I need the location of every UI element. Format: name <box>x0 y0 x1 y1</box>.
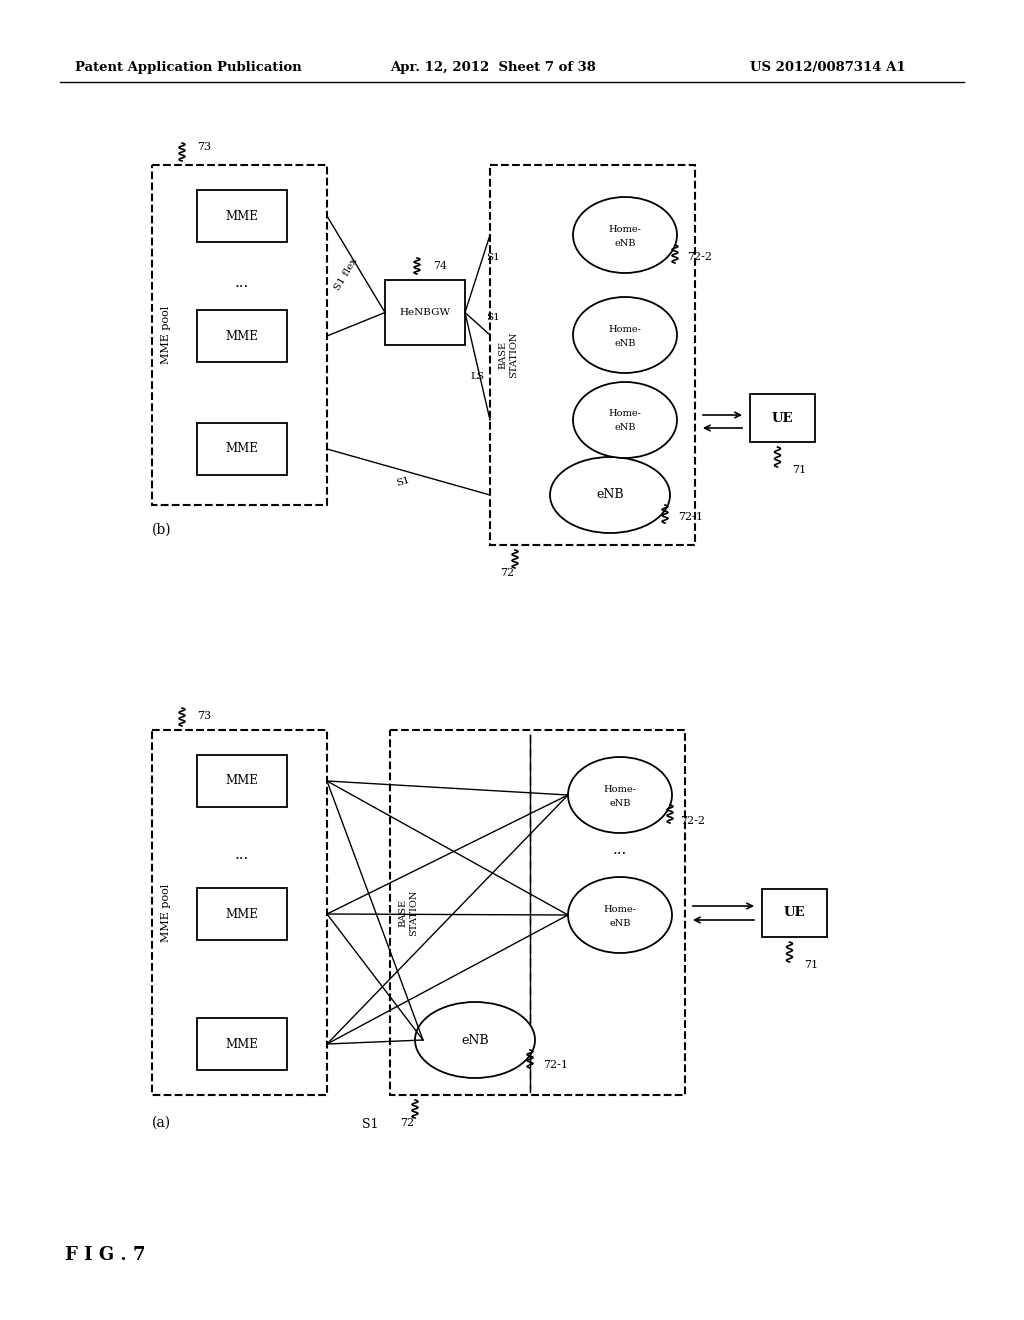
Text: S1: S1 <box>395 475 412 488</box>
Text: 71: 71 <box>805 960 818 970</box>
Text: eNB: eNB <box>614 424 636 433</box>
Bar <box>762 888 827 937</box>
Text: ...: ... <box>234 847 249 862</box>
Text: ...: ... <box>613 843 627 857</box>
Text: S1: S1 <box>486 253 500 261</box>
Text: MME: MME <box>225 1038 258 1051</box>
Bar <box>197 755 287 807</box>
Text: Apr. 12, 2012  Sheet 7 of 38: Apr. 12, 2012 Sheet 7 of 38 <box>390 62 596 74</box>
Text: S1: S1 <box>486 313 500 322</box>
Text: eNB: eNB <box>609 799 631 808</box>
Text: Home-: Home- <box>608 325 641 334</box>
Bar <box>197 422 287 475</box>
Text: LS: LS <box>470 372 484 380</box>
Text: MME: MME <box>225 775 258 788</box>
Text: eNB: eNB <box>609 919 631 928</box>
Bar <box>197 1018 287 1071</box>
Text: MME pool: MME pool <box>161 306 171 364</box>
Ellipse shape <box>573 381 677 458</box>
Bar <box>197 310 287 362</box>
Text: eNB: eNB <box>596 488 624 502</box>
Text: Home-: Home- <box>608 409 641 418</box>
Bar <box>152 730 327 1096</box>
Text: BASE
STATION: BASE STATION <box>398 890 418 936</box>
Text: 72-1: 72-1 <box>543 1060 568 1071</box>
Ellipse shape <box>568 876 672 953</box>
Ellipse shape <box>573 197 677 273</box>
Bar <box>197 190 287 242</box>
Ellipse shape <box>568 756 672 833</box>
Text: 71: 71 <box>793 465 807 475</box>
Text: HeNBGW: HeNBGW <box>399 308 451 317</box>
Text: eNB: eNB <box>461 1034 488 1047</box>
Bar <box>490 165 695 545</box>
Text: MME: MME <box>225 210 258 223</box>
Text: 72: 72 <box>500 568 514 578</box>
Ellipse shape <box>573 297 677 374</box>
Ellipse shape <box>415 1002 535 1078</box>
Bar <box>390 730 685 1096</box>
Bar <box>197 888 287 940</box>
Text: 74: 74 <box>433 261 447 271</box>
Bar <box>750 393 815 442</box>
Text: Home-: Home- <box>608 224 641 234</box>
Text: BASE
STATION: BASE STATION <box>499 331 518 379</box>
Text: ...: ... <box>234 276 249 290</box>
Ellipse shape <box>550 457 670 533</box>
Text: S1 flex: S1 flex <box>333 256 359 292</box>
Text: 72: 72 <box>400 1118 414 1129</box>
Text: 72-2: 72-2 <box>680 816 705 826</box>
Text: 72-2: 72-2 <box>687 252 712 261</box>
Text: F I G . 7: F I G . 7 <box>65 1246 145 1265</box>
Text: US 2012/0087314 A1: US 2012/0087314 A1 <box>750 62 905 74</box>
Text: eNB: eNB <box>614 239 636 248</box>
Text: (a): (a) <box>152 1115 171 1130</box>
Text: eNB: eNB <box>614 338 636 347</box>
Text: Home-: Home- <box>603 784 637 793</box>
Bar <box>152 165 327 506</box>
Text: MME: MME <box>225 442 258 455</box>
Text: (b): (b) <box>152 523 172 537</box>
Bar <box>385 280 465 345</box>
Text: MME: MME <box>225 330 258 342</box>
Text: Home-: Home- <box>603 904 637 913</box>
Text: MME pool: MME pool <box>161 883 171 941</box>
Text: UE: UE <box>783 907 805 920</box>
Text: S1: S1 <box>361 1118 378 1131</box>
Text: 73: 73 <box>197 143 211 152</box>
Text: Patent Application Publication: Patent Application Publication <box>75 62 302 74</box>
Text: 73: 73 <box>197 711 211 721</box>
Text: UE: UE <box>772 412 794 425</box>
Text: 72-1: 72-1 <box>678 512 703 521</box>
Text: MME: MME <box>225 908 258 920</box>
